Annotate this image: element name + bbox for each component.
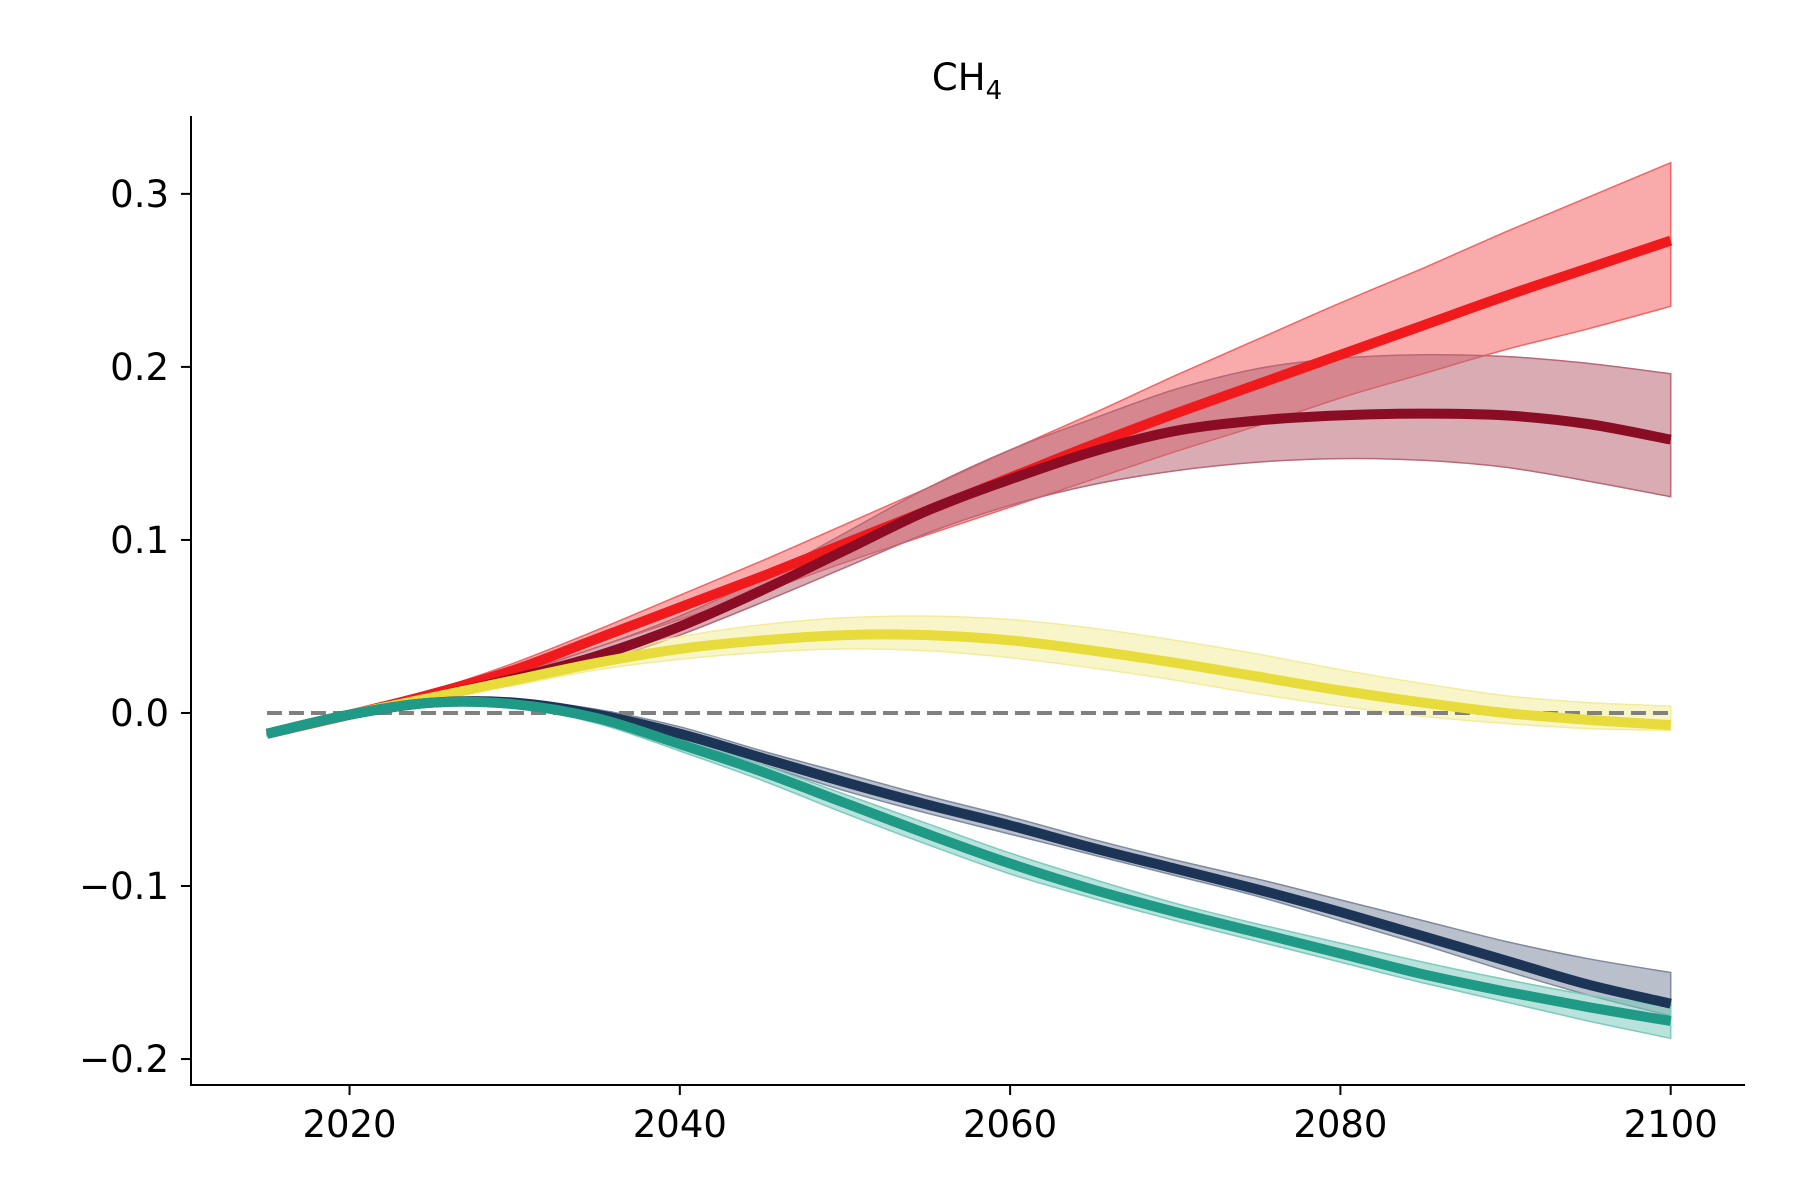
x-tick-label: 2040 [633,1103,727,1146]
axes [190,116,1745,1086]
y-tick-label: 0.2 [110,346,169,389]
x-tick-label: 2100 [1624,1103,1718,1146]
y-tick-label: 0.0 [110,692,169,735]
y-axis-ticks: −0.2 −0.1 0.0 0.1 0.2 0.3 [79,173,191,1081]
series-line-3 [265,629,1672,739]
y-tick-label: −0.1 [79,865,169,908]
x-tick-label: 2080 [1293,1103,1387,1146]
x-axis-ticks: 2020 2040 2060 2080 2100 [302,1085,1718,1146]
y-tick-label: 0.1 [110,519,169,562]
series-lines [265,235,1673,1026]
uncertainty-bands [266,161,1672,1040]
chart-title: CH4 [932,56,1002,106]
y-tick-label: 0.3 [110,173,169,216]
series-line-5 [265,696,1672,1026]
chart-title-text: CH [932,56,986,99]
chart-title-subscript: 4 [986,76,1003,106]
x-tick-label: 2060 [963,1103,1057,1146]
uncertainty-band-5 [266,698,1672,1040]
x-tick-label: 2020 [302,1103,396,1146]
y-tick-label: −0.2 [79,1038,169,1081]
